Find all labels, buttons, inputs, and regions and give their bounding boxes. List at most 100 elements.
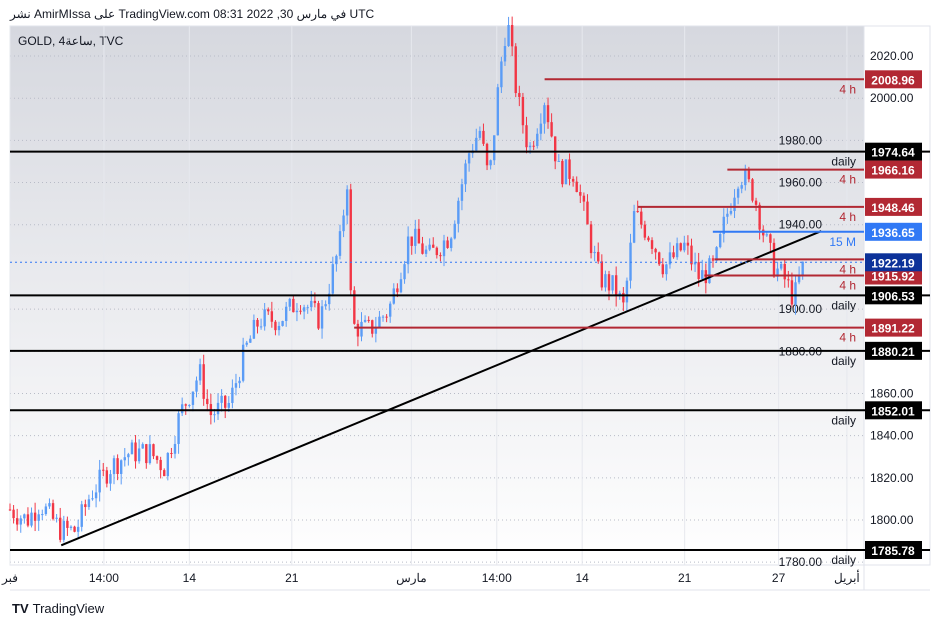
candle-body xyxy=(26,514,30,526)
candle-body xyxy=(37,514,40,521)
candle-body xyxy=(224,395,227,408)
candle-body xyxy=(475,137,478,151)
publish-info: نشر AmirMIssa على TradingView.com 08:31 … xyxy=(10,7,375,21)
candle-body xyxy=(575,181,578,193)
candle-body xyxy=(191,391,195,405)
price-label-bg xyxy=(865,540,922,559)
candle-body xyxy=(55,517,58,519)
candle-body xyxy=(84,504,87,508)
candle-body xyxy=(66,520,69,528)
candle-body xyxy=(62,520,66,540)
candle-body xyxy=(564,159,568,185)
level-tag: daily xyxy=(831,298,856,312)
candle-body xyxy=(729,210,733,214)
candle-body xyxy=(546,105,550,123)
candle-body xyxy=(310,300,313,308)
candle-body xyxy=(220,395,223,403)
candle-body xyxy=(302,307,306,312)
level-tag: 4 h xyxy=(839,279,856,293)
candle-body xyxy=(163,470,166,477)
candle-body xyxy=(116,458,119,474)
candle-body xyxy=(661,264,664,275)
candle-body xyxy=(611,275,614,291)
candle-body xyxy=(586,201,589,225)
candle-body xyxy=(331,264,335,294)
candle-body xyxy=(256,319,259,327)
candle-body xyxy=(345,189,349,216)
candle-body xyxy=(561,160,564,185)
candle-body xyxy=(704,270,708,284)
candle-body xyxy=(367,319,370,321)
candle-body xyxy=(295,310,299,313)
tradingview-logo[interactable]: TV TradingView xyxy=(12,601,105,616)
candle-body xyxy=(76,526,80,532)
candle-body xyxy=(718,234,722,248)
candle-body xyxy=(137,448,141,462)
candle-body xyxy=(790,280,794,305)
price-chart[interactable]: GOLD, 4ساعة, TVC 2020.00 2000.00 1980.00 196… xyxy=(0,0,938,600)
candle-body xyxy=(457,200,460,224)
candle-body xyxy=(202,364,205,399)
candle-body xyxy=(493,135,496,161)
candle-body xyxy=(597,251,600,262)
candle-body xyxy=(134,442,137,462)
candle-body xyxy=(102,469,105,471)
candle-body xyxy=(736,188,740,198)
candle-body xyxy=(776,268,779,277)
candle-body xyxy=(374,327,378,334)
candle-body xyxy=(267,309,270,312)
candle-body xyxy=(252,319,256,339)
price-label: 2008.96 xyxy=(871,73,915,87)
candle-body xyxy=(754,200,758,205)
candle-body xyxy=(614,275,618,297)
candle-body xyxy=(320,306,324,329)
candle-body xyxy=(109,474,112,484)
candle-body xyxy=(421,243,424,254)
candle-body xyxy=(668,252,672,265)
candle-body xyxy=(779,263,783,269)
candle-body xyxy=(417,228,421,244)
candle-body xyxy=(206,398,209,405)
candle-body xyxy=(478,130,482,138)
candle-body xyxy=(363,319,367,322)
candle-body xyxy=(180,404,184,414)
candle-body xyxy=(198,364,202,381)
level-tag: 4 h xyxy=(839,331,856,345)
price-label: 1906.53 xyxy=(871,289,915,303)
candle-body xyxy=(33,512,37,521)
candle-body xyxy=(44,506,48,515)
price-label: 1891.22 xyxy=(871,322,915,336)
candle-body xyxy=(94,492,98,499)
candle-body xyxy=(553,136,557,162)
candle-body xyxy=(123,457,126,461)
candle-body xyxy=(155,456,159,460)
price-label-bg xyxy=(865,197,922,216)
candle-body xyxy=(48,503,51,507)
chart-title: GOLD, 4ساعة, TVC xyxy=(18,34,124,48)
candle-body xyxy=(277,325,281,331)
y-tick-label: 1820.00 xyxy=(870,471,914,485)
candle-body xyxy=(536,133,539,147)
price-label-bg xyxy=(865,341,922,360)
candle-body xyxy=(650,240,654,249)
candle-body xyxy=(281,320,284,326)
price-label-bg xyxy=(865,160,922,179)
candle-body xyxy=(636,211,639,213)
x-tick-label: مارس xyxy=(396,571,427,585)
level-tag: daily xyxy=(831,553,856,567)
candle-body xyxy=(453,223,456,239)
candle-body xyxy=(482,130,485,144)
candle-body xyxy=(166,453,170,477)
candle-body xyxy=(543,105,546,124)
candle-body xyxy=(195,380,198,392)
candle-body xyxy=(145,444,148,464)
candle-body xyxy=(270,311,274,322)
x-tick-label: 14 xyxy=(576,571,590,585)
candle-body xyxy=(665,264,668,275)
candle-body xyxy=(485,143,489,166)
candle-body xyxy=(184,404,187,406)
candle-body xyxy=(91,498,94,500)
candle-body xyxy=(424,249,428,254)
candle-body xyxy=(489,160,492,166)
trendline xyxy=(60,230,822,547)
